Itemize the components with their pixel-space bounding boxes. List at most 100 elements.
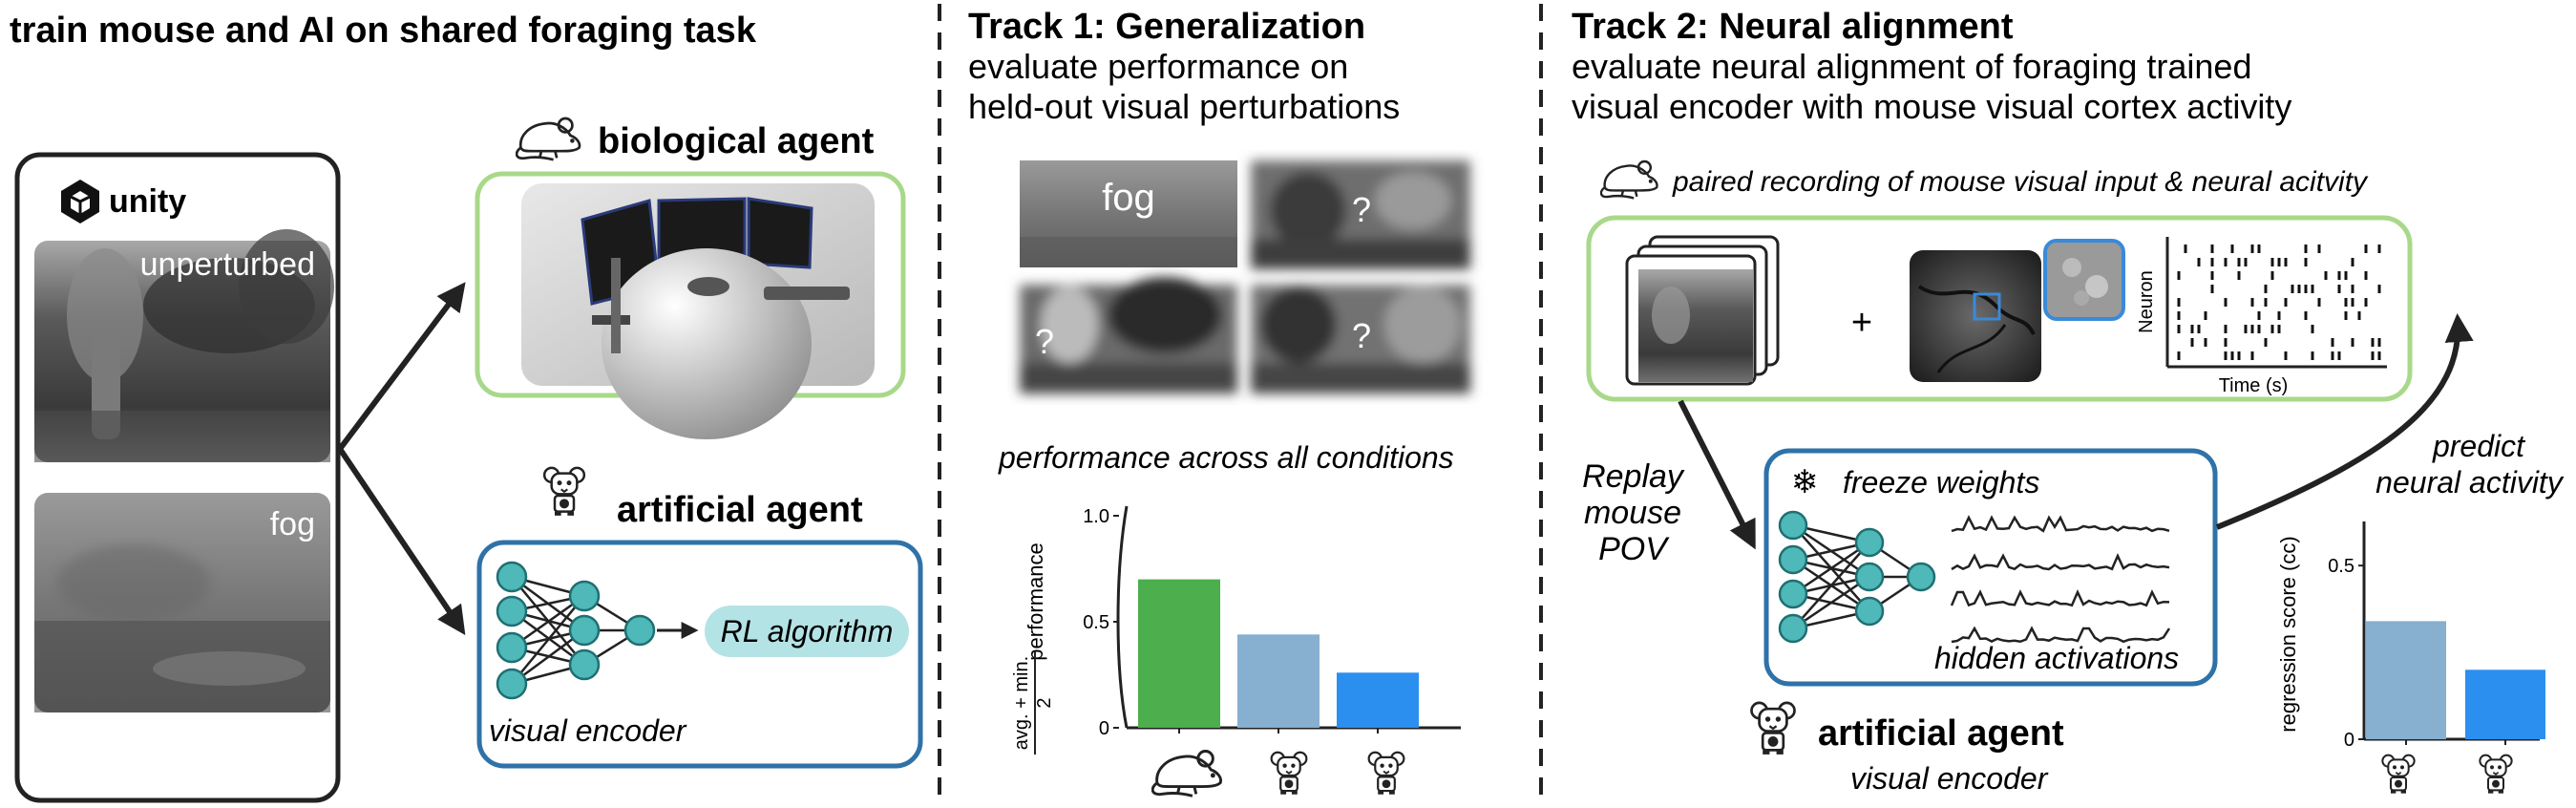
- network-node: [568, 649, 601, 681]
- chart1-robot-icon-b: [1367, 751, 1405, 796]
- network-node: [1778, 510, 1808, 541]
- rl-algorithm-label: RL algorithm: [721, 614, 894, 649]
- replay-arrow: [1678, 399, 1756, 550]
- predict-label-1: predict: [2432, 429, 2525, 463]
- perturbation-tile-fog: [1020, 160, 1237, 267]
- plus-sign: +: [1851, 303, 1872, 343]
- chart2-robot-icon-a: [2381, 754, 2416, 795]
- network-node: [496, 595, 528, 627]
- chart2-robot-icon-b: [2479, 754, 2513, 795]
- y-tick-label: 0: [2344, 730, 2354, 751]
- raster-ylabel: Neuron: [2136, 270, 2157, 333]
- network-node: [1778, 613, 1808, 644]
- predict-arrow: [2215, 313, 2474, 530]
- neural-raster-plot: [2165, 237, 2387, 369]
- bar-2: [1237, 634, 1320, 728]
- network-node: [1854, 527, 1885, 558]
- network-edge: [1792, 542, 1870, 629]
- bar-1: [1138, 579, 1220, 728]
- track1-title: Track 1: Generalization: [968, 7, 1365, 47]
- network-node: [1778, 579, 1808, 609]
- tile-unknown-1: ?: [1352, 190, 1371, 229]
- chart1-robot-icon-a: [1270, 751, 1308, 796]
- network-edge: [511, 595, 585, 685]
- arrow-to-artificial: [337, 447, 466, 635]
- left-panel-title: train mouse and AI on shared foraging ta…: [10, 11, 757, 51]
- performance-caption: performance across all conditions: [998, 440, 1454, 475]
- stacked-frames: [1625, 235, 1780, 386]
- hidden-activations-label: hidden activations: [1934, 641, 2179, 675]
- robot-mouse-icon: [542, 466, 586, 518]
- chart1-y-axis: [1116, 505, 1129, 729]
- track2-agent-sublabel: visual encoder: [1850, 761, 2049, 796]
- chart1-ylabel-performance: performance: [1024, 542, 1047, 661]
- cortex-zoom-image: [2043, 239, 2125, 321]
- y-tick-label: 0.5: [1083, 612, 1109, 633]
- tile-unknown-3: ?: [1352, 316, 1371, 355]
- freeze-label: freeze weights: [1843, 465, 2039, 500]
- visual-encoder-network: [496, 561, 656, 700]
- activation-trace: [1951, 515, 2170, 533]
- network-node: [496, 668, 528, 700]
- replay-label-2: mouse: [1584, 495, 1681, 531]
- network-edge: [1792, 541, 1870, 596]
- fog-scene-image: [34, 493, 330, 712]
- visual-encoder-label: visual encoder: [489, 713, 687, 748]
- perturbation-tile-blur-1: [1251, 160, 1470, 269]
- vr-rig-image: [521, 183, 875, 439]
- artificial-agent-label: artificial agent: [617, 490, 863, 530]
- bar-3: [1337, 672, 1419, 728]
- regression-chart: 0 0.5 regression score (cc): [2276, 521, 2545, 751]
- performance-chart: 0 0.5 1.0 performance avg. + min. 2: [1011, 505, 1461, 755]
- mouse-icon: [516, 117, 581, 161]
- track1-subtitle-1: evaluate performance on: [968, 47, 1348, 86]
- track2-subtitle-2: visual encoder with mouse visual cortex …: [1572, 87, 2291, 126]
- y-tick-label: 0: [1099, 718, 1109, 739]
- perturbation-tile-blur-3: [1251, 285, 1470, 393]
- network-node: [1778, 544, 1808, 575]
- unperturbed-label: unperturbed: [140, 246, 315, 283]
- replay-label-1: Replay: [1582, 458, 1685, 495]
- hidden-activation-traces: [1950, 515, 2171, 644]
- activation-trace: [1951, 626, 2171, 644]
- network-node: [1906, 562, 1936, 592]
- chart1-ylabel-denominator: 2: [1034, 697, 1055, 708]
- cortex-image: [1910, 250, 2041, 382]
- recording-mouse-icon: [1600, 159, 1658, 200]
- network-node: [496, 631, 528, 664]
- raster-xlabel: Time (s): [2219, 375, 2289, 396]
- chart2-ylabel: regression score (cc): [2276, 536, 2300, 732]
- track2-agent-label: artificial agent: [1818, 713, 2064, 754]
- track2-robot-icon: [1750, 701, 1796, 756]
- chart1-mouse-icon: [1151, 750, 1223, 797]
- track2-agent-box: [1763, 448, 2218, 687]
- tile-unknown-2: ?: [1035, 322, 1054, 361]
- network-node: [568, 580, 601, 612]
- network-node: [623, 614, 656, 647]
- unperturbed-scene-image: [34, 229, 334, 462]
- network-node: [496, 561, 528, 593]
- track1-subtitle-2: held-out visual perturbations: [968, 87, 1400, 126]
- recording-label: paired recording of mouse visual input &…: [1672, 166, 2369, 198]
- network-node: [568, 614, 601, 647]
- unity-logo-icon: [61, 180, 99, 223]
- bar-1: [2366, 621, 2446, 739]
- perturbation-tile-blur-2: [1020, 277, 1237, 393]
- tile-fog-label: fog: [1102, 177, 1155, 219]
- predict-label-2: neural activity: [2375, 465, 2565, 500]
- arrow-to-biological: [337, 282, 466, 451]
- bar-2: [2465, 670, 2545, 739]
- network-edge: [1792, 575, 1870, 630]
- chart1-ylabel-avg-min: avg. + min.: [1011, 656, 1032, 750]
- biological-agent-label: biological agent: [598, 121, 875, 161]
- fog-label: fog: [270, 506, 315, 542]
- activation-trace: [1951, 552, 2170, 571]
- network-node: [1854, 596, 1885, 627]
- track2-subtitle-1: evaluate neural alignment of foraging tr…: [1572, 47, 2251, 86]
- activation-trace: [1950, 588, 2170, 607]
- freeze-icon: ❄: [1791, 464, 1819, 500]
- unity-label: unity: [109, 183, 186, 220]
- replay-label-3: POV: [1598, 531, 1670, 567]
- y-tick-label: 0.5: [2328, 556, 2354, 577]
